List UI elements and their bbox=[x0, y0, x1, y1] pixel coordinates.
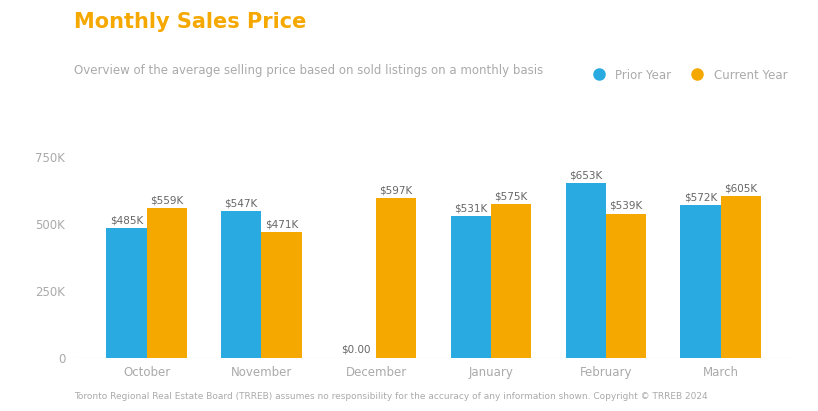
Text: $547K: $547K bbox=[225, 199, 258, 209]
Bar bbox=[721, 196, 761, 358]
Text: $605K: $605K bbox=[724, 183, 757, 193]
Text: $539K: $539K bbox=[609, 201, 642, 211]
Bar bbox=[606, 214, 646, 358]
Text: $471K: $471K bbox=[265, 219, 298, 229]
Text: Toronto Regional Real Estate Board (TRREB) assumes no responsibility for the acc: Toronto Regional Real Estate Board (TRRE… bbox=[74, 392, 708, 401]
Legend: Prior Year, Current Year: Prior Year, Current Year bbox=[587, 69, 788, 81]
Text: $575K: $575K bbox=[494, 191, 528, 201]
Text: $485K: $485K bbox=[110, 215, 143, 225]
Bar bbox=[565, 183, 606, 358]
Bar bbox=[261, 232, 302, 358]
Bar bbox=[491, 204, 531, 358]
Bar bbox=[146, 208, 187, 358]
Text: $559K: $559K bbox=[150, 196, 183, 206]
Bar bbox=[221, 211, 261, 358]
Text: $0.00: $0.00 bbox=[341, 345, 371, 355]
Text: $653K: $653K bbox=[569, 171, 602, 180]
Text: Monthly Sales Price: Monthly Sales Price bbox=[74, 12, 306, 32]
Bar bbox=[106, 228, 146, 358]
Bar bbox=[681, 205, 721, 358]
Text: $597K: $597K bbox=[380, 185, 413, 195]
Text: $531K: $531K bbox=[454, 203, 488, 213]
Text: Overview of the average selling price based on sold listings on a monthly basis: Overview of the average selling price ba… bbox=[74, 64, 543, 77]
Bar bbox=[451, 216, 491, 358]
Text: $572K: $572K bbox=[684, 192, 717, 202]
Bar bbox=[376, 198, 416, 358]
